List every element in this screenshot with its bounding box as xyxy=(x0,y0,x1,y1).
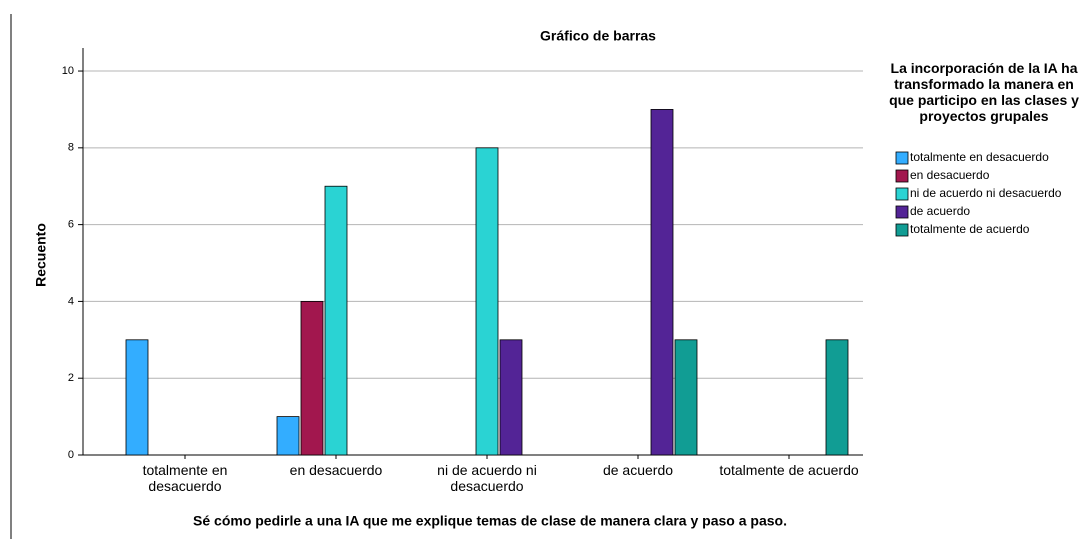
legend-swatch xyxy=(895,169,909,183)
y-tick-label: 0 xyxy=(68,449,74,461)
y-tick-label: 10 xyxy=(62,65,74,77)
y-tick-label: 6 xyxy=(68,219,74,231)
x-tick-label: ni de acuerdo ni desacuerdo xyxy=(437,462,537,494)
y-tick-label: 4 xyxy=(68,295,74,307)
bar xyxy=(276,416,300,456)
legend-swatch xyxy=(895,151,909,165)
bar xyxy=(300,301,324,456)
legend-label: en desacuerdo xyxy=(910,168,990,182)
x-axis-label: Sé cómo pedirle a una IA que me explique… xyxy=(193,513,787,529)
legend-label: totalmente de acuerdo xyxy=(910,222,1030,236)
x-tick-label: en desacuerdo xyxy=(289,462,383,478)
y-axis-label: Recuento xyxy=(33,223,49,287)
x-tick-label: de acuerdo xyxy=(602,462,674,478)
x-tick-label: totalmente de acuerdo xyxy=(719,462,859,478)
bar xyxy=(499,339,523,456)
bar xyxy=(125,339,149,456)
bar xyxy=(475,147,499,456)
bar xyxy=(674,339,698,456)
y-tick-label: 2 xyxy=(68,372,74,384)
chart-title: Gráfico de barras xyxy=(540,28,656,44)
legend-swatch xyxy=(895,205,909,219)
legend-swatch xyxy=(895,187,909,201)
legend-label: de acuerdo xyxy=(910,204,970,218)
legend-title: La incorporación de la IA ha transformad… xyxy=(889,60,1079,124)
bar xyxy=(650,109,674,456)
x-tick-label: totalmente en desacuerdo xyxy=(142,462,228,494)
legend-swatch xyxy=(895,223,909,237)
bar xyxy=(825,339,849,456)
legend-label: totalmente en desacuerdo xyxy=(910,150,1049,164)
y-tick-label: 8 xyxy=(68,142,74,154)
legend-label: ni de acuerdo ni desacuerdo xyxy=(910,186,1062,200)
bar xyxy=(324,185,348,456)
